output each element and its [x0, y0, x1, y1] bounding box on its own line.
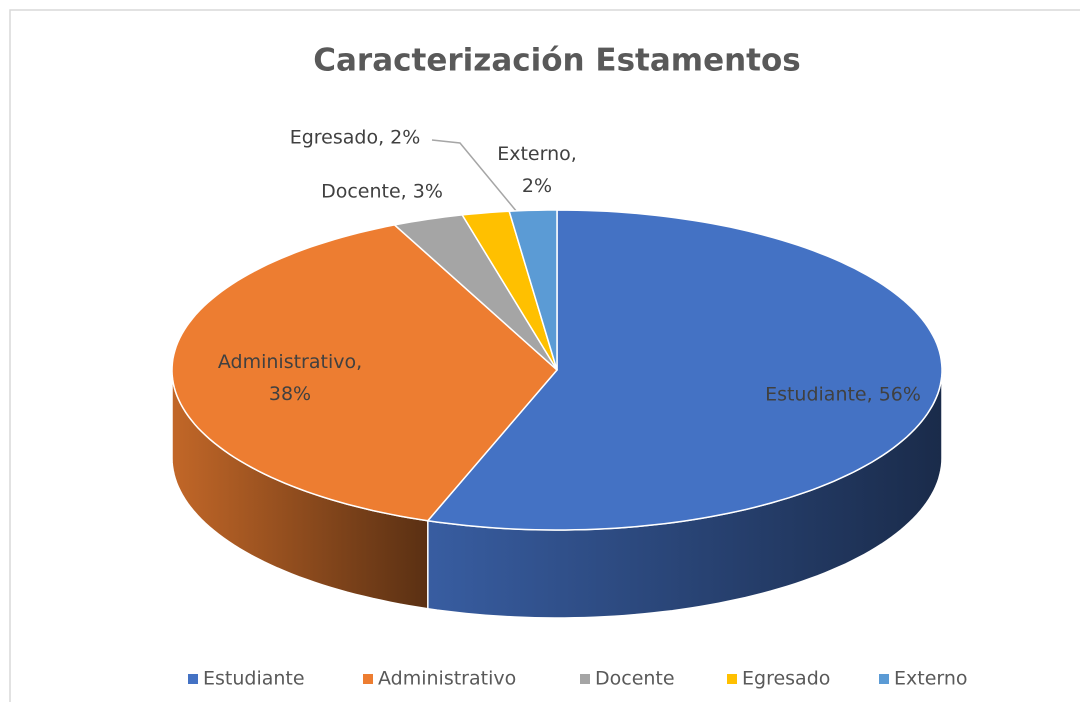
data-label: Docente, 3% — [321, 181, 443, 203]
data-label-line: Externo, — [497, 143, 577, 165]
chart-frame — [9, 9, 1080, 702]
data-label: Externo, 2% — [497, 143, 577, 197]
legend-swatch — [188, 674, 198, 684]
legend-label: Externo — [894, 668, 968, 690]
pie-slice — [392, 214, 558, 371]
data-label-line: 38% — [269, 383, 311, 405]
data-label-line: Administrativo, — [218, 351, 362, 373]
data-label: Estudiante, 56% — [765, 384, 921, 406]
data-label-line: 2% — [522, 175, 552, 197]
legend-swatch — [363, 674, 373, 684]
leader-line — [431, 139, 518, 213]
chart-title: Caracterización Estamentos — [313, 43, 800, 79]
legend-label: Administrativo — [378, 668, 516, 690]
data-label: Egresado, 2% — [290, 127, 421, 149]
pie-slice — [426, 209, 943, 531]
legend-swatch — [727, 674, 737, 684]
pie-slice — [171, 224, 559, 522]
pie-slice — [460, 210, 558, 371]
legend-label: Estudiante — [203, 668, 305, 690]
legend-swatch — [580, 674, 590, 684]
legend-label: Docente — [595, 668, 675, 690]
pie-slice — [508, 209, 558, 371]
legend-label: Egresado — [742, 668, 830, 690]
data-label: Administrativo, 38% — [218, 351, 362, 405]
legend-swatch — [879, 674, 889, 684]
